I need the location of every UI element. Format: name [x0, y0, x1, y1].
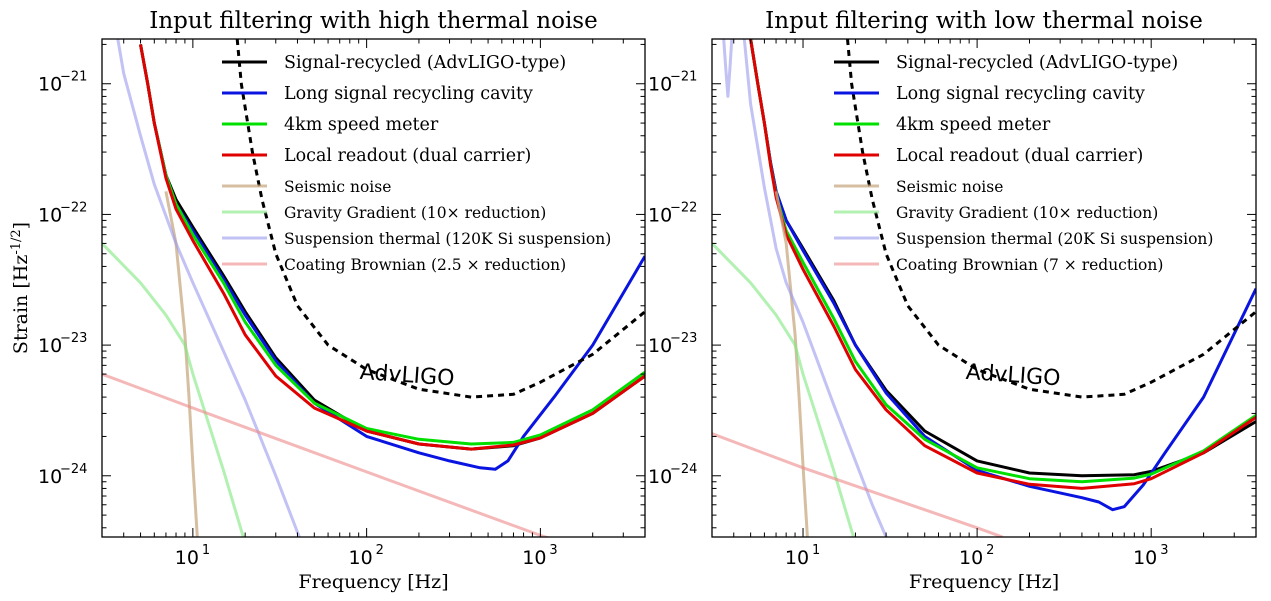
series-line-coating-brownian-7-reduction [712, 432, 1004, 537]
legend-label-local-readout-dual-carrier: Local readout (dual carrier) [896, 146, 1143, 166]
legend-label-local-readout-dual-carrier: Local readout (dual carrier) [284, 146, 531, 166]
y-tick-exponent: −23 [670, 331, 697, 346]
x-tick-exponent: 2 [986, 543, 994, 558]
series-group [102, 39, 645, 537]
y-tick-exponent: −21 [60, 70, 87, 85]
y-tick-label: 10 [38, 466, 62, 488]
legend-label-seismic-noise: Seismic noise [896, 178, 1003, 196]
y-tick-label: 10 [648, 204, 672, 226]
series-line-local-readout-dual-carrier [749, 39, 1256, 490]
chart-title: Input filtering with low thermal noise [765, 8, 1203, 34]
x-tick-exponent: 3 [1160, 543, 1168, 558]
y-tick-exponent: −23 [60, 331, 87, 346]
legend-label-4km-speed-meter: 4km speed meter [284, 115, 439, 135]
x-tick-label: 10 [785, 547, 809, 569]
series-line-suspension-thermal-120k-si-suspension [116, 39, 301, 537]
x-tick-exponent: 1 [812, 543, 820, 558]
legend-label-gravity-gradient-10-reduction: Gravity Gradient (10× reduction) [896, 204, 1158, 222]
chart-panel-2: Input filtering with low thermal noise 10… [648, 8, 1257, 593]
x-tick-label: 10 [175, 547, 199, 569]
y-axis-label-close: ] [10, 222, 32, 229]
chart-panel-1: Input filtering with high thermal noise 1… [9, 8, 646, 593]
y-tick-label: 10 [648, 74, 672, 96]
chart-title: Input filtering with high thermal noise [149, 8, 597, 34]
x-axis-label: Frequency [Hz] [298, 571, 448, 593]
legend-label-suspension-thermal-120k-si-suspension: Suspension thermal (120K Si suspension) [284, 230, 611, 248]
legend: Signal-recycled (AdvLIGO-type) Long signa… [222, 53, 611, 274]
y-tick-exponent: −21 [670, 70, 697, 85]
annotation-advligo: AdvLIGO [965, 360, 1061, 392]
series-group [712, 39, 1256, 537]
legend-label-4km-speed-meter: 4km speed meter [896, 115, 1051, 135]
y-axis-label-main: Strain [Hz [10, 255, 32, 354]
y-tick-label: 10 [38, 74, 62, 96]
series-line-unlabeled-8 [235, 39, 645, 399]
y-axis-label-exponent: -1/2 [9, 229, 24, 254]
y-tick-label: 10 [38, 335, 62, 357]
y-tick-exponent: −24 [670, 462, 697, 477]
y-tick-label: 10 [38, 204, 62, 226]
legend-label-coating-brownian-7-reduction: Coating Brownian (7 × reduction) [896, 256, 1163, 274]
series-line-seismic-noise [164, 191, 199, 537]
series-line-unlabeled-9 [846, 39, 1256, 399]
annotation-advligo: AdvLIGO [359, 360, 455, 392]
series-line-unlabeled-7 [742, 39, 888, 537]
legend-label-long-signal-recycling-cavity: Long signal recycling cavity [284, 84, 533, 104]
legend-label-signal-recycled-advligo-type: Signal-recycled (AdvLIGO-type) [284, 53, 566, 73]
x-tick-exponent: 2 [376, 543, 384, 558]
y-tick-exponent: −22 [670, 200, 697, 215]
legend-label-signal-recycled-advligo-type: Signal-recycled (AdvLIGO-type) [896, 53, 1178, 73]
series-line-gravity-gradient-10-reduction [102, 242, 245, 537]
x-tick-exponent: 1 [202, 543, 210, 558]
series-line-gravity-gradient-10-reduction [712, 242, 855, 537]
legend: Signal-recycled (AdvLIGO-type) Long signa… [834, 53, 1213, 274]
series-line-seismic-noise [774, 191, 809, 537]
series-line-local-readout-dual-carrier [139, 44, 645, 451]
legend-label-suspension-thermal-20k-si-suspension: Suspension thermal (20K Si suspension) [896, 230, 1213, 248]
y-tick-exponent: −24 [60, 462, 87, 477]
plot-frame [711, 38, 1257, 538]
x-tick-label: 10 [522, 547, 546, 569]
plot-frame [101, 38, 646, 538]
series-line-suspension-thermal-20k-si-suspension [722, 39, 734, 98]
series-line-long-signal-recycling-cavity [749, 39, 1256, 512]
legend-label-gravity-gradient-10-reduction: Gravity Gradient (10× reduction) [284, 204, 546, 222]
x-tick-label: 10 [959, 547, 983, 569]
x-axis-label: Frequency [Hz] [909, 571, 1059, 593]
legend-label-long-signal-recycling-cavity: Long signal recycling cavity [896, 84, 1145, 104]
y-tick-exponent: −22 [60, 200, 87, 215]
x-tick-exponent: 3 [549, 543, 557, 558]
y-axis-label: Strain [Hz-1/2] [9, 222, 32, 354]
y-tick-label: 10 [648, 466, 672, 488]
legend-label-seismic-noise: Seismic noise [284, 178, 391, 196]
x-tick-label: 10 [349, 547, 373, 569]
y-tick-label: 10 [648, 335, 672, 357]
legend-label-coating-brownian-2-5-reduction: Coating Brownian (2.5 × reduction) [284, 256, 566, 274]
x-tick-label: 10 [1133, 547, 1157, 569]
series-line-coating-brownian-2-5-reduction [102, 372, 551, 537]
